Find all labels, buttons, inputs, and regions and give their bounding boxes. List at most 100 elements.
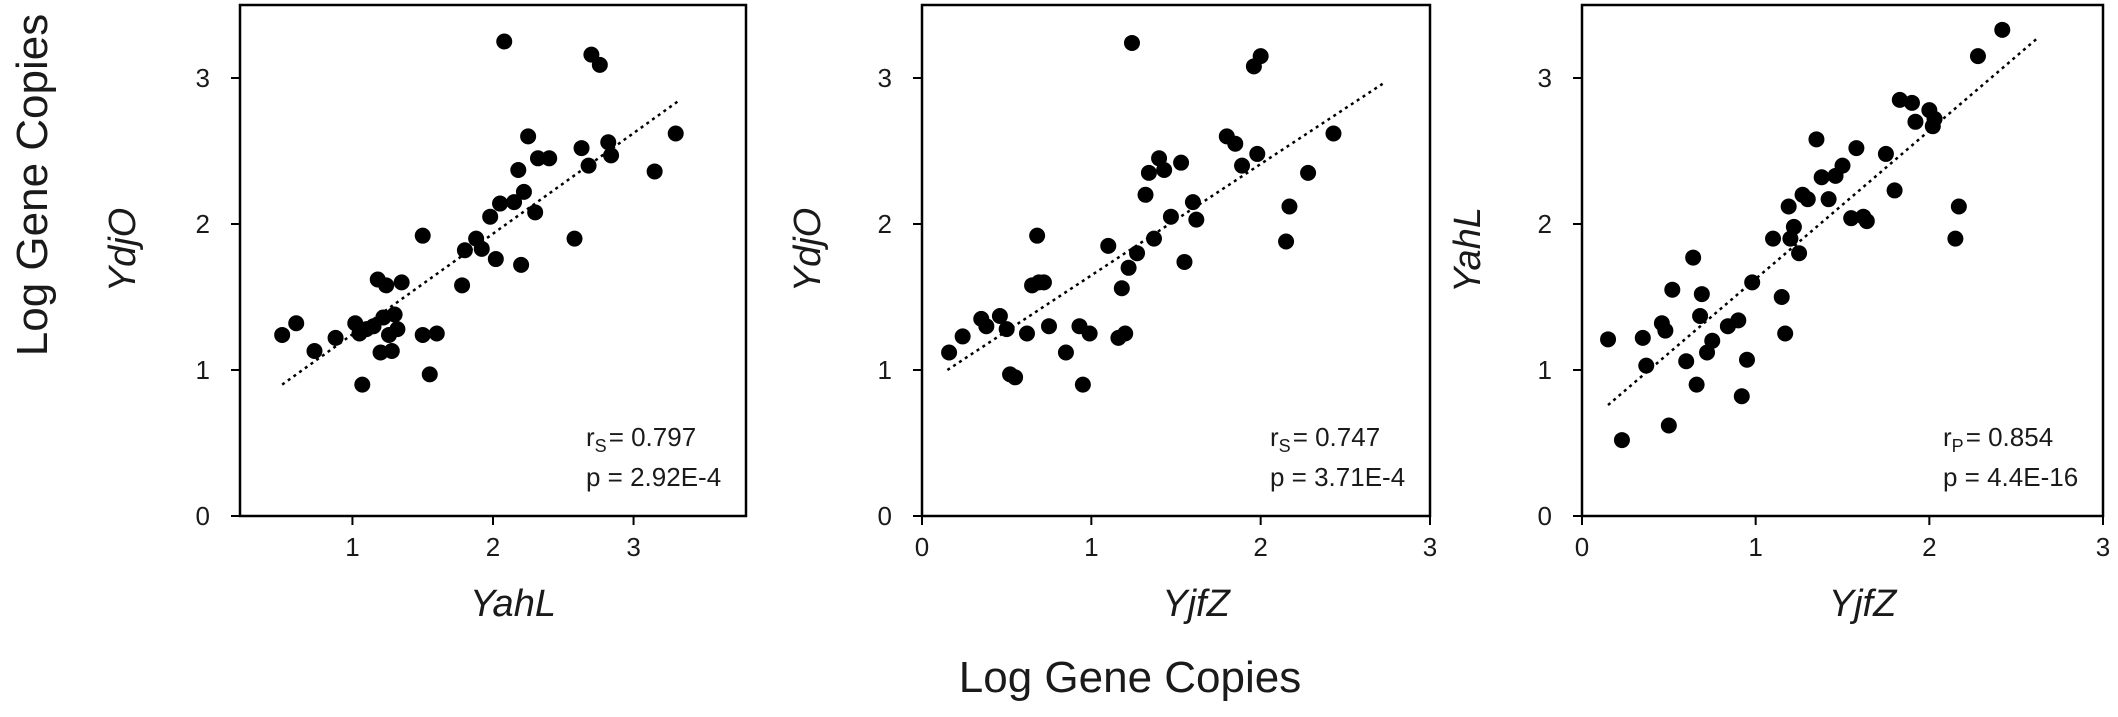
y-tick-label: 1: [196, 355, 210, 385]
stat-subscript: S: [595, 436, 607, 456]
x-tick-label: 1: [345, 532, 359, 562]
data-point: [386, 306, 403, 323]
data-point: [1041, 318, 1057, 335]
data-point: [428, 325, 445, 342]
data-point: [529, 150, 546, 167]
data-point: [1820, 191, 1837, 208]
data-point: [1613, 432, 1630, 449]
data-point: [1184, 194, 1201, 211]
data-point: [1688, 376, 1705, 393]
data-point: [1162, 208, 1179, 225]
x-tick-label: 2: [1253, 532, 1267, 562]
data-point: [327, 329, 344, 346]
data-point: [1886, 182, 1903, 199]
data-point: [573, 140, 590, 157]
stat-subscript: S: [1279, 436, 1291, 456]
data-point: [1234, 157, 1251, 174]
data-point: [941, 344, 958, 361]
data-point: [591, 56, 608, 73]
stat-symbol: r: [586, 422, 595, 452]
data-point: [1325, 125, 1342, 142]
data-point: [1926, 110, 1943, 127]
data-point: [1035, 274, 1052, 291]
data-point: [1660, 417, 1677, 434]
data-point: [1657, 322, 1674, 339]
y-tick-label: 0: [1538, 501, 1552, 531]
data-point: [541, 150, 558, 167]
trend-line: [1607, 37, 2038, 406]
data-point: [513, 256, 530, 273]
data-point: [1813, 169, 1830, 186]
data-point: [1057, 344, 1074, 361]
data-point: [393, 274, 410, 291]
data-point: [1843, 210, 1860, 227]
data-point: [1140, 164, 1157, 181]
data-point: [1780, 198, 1797, 215]
data-point: [1129, 245, 1146, 262]
data-point: [421, 366, 438, 383]
p-value: p = 2.92E-4: [586, 462, 721, 492]
data-point: [667, 125, 684, 142]
stat-value: = 0.797: [609, 422, 696, 452]
y-tick-label: 1: [878, 355, 892, 385]
data-point: [1834, 157, 1851, 174]
data-point: [1744, 274, 1761, 291]
data-point: [1733, 388, 1750, 405]
data-point: [389, 321, 406, 338]
y-tick-label: 3: [878, 63, 892, 93]
data-point: [354, 376, 371, 393]
data-point: [1765, 230, 1782, 247]
data-point: [1947, 230, 1964, 247]
data-point: [1638, 357, 1655, 374]
data-point: [456, 242, 473, 259]
y-tick-label: 3: [1538, 63, 1552, 93]
global-x-axis-label: Log Gene Copies: [959, 653, 1301, 702]
x-tick-label: 0: [1575, 532, 1589, 562]
data-point: [1773, 289, 1790, 305]
data-point: [414, 326, 431, 343]
stat-subscript: P: [1952, 436, 1964, 456]
data-point: [1678, 353, 1695, 370]
data-point: [1791, 245, 1808, 262]
data-point: [1777, 325, 1794, 342]
y-axis-label: YdjO: [102, 208, 144, 292]
x-tick-label: 0: [915, 532, 929, 562]
data-point: [603, 147, 620, 164]
x-axis-label: YahL: [470, 583, 556, 625]
data-point: [600, 134, 617, 151]
data-point: [978, 318, 995, 335]
data-point: [646, 163, 663, 180]
data-point: [998, 321, 1015, 338]
data-point: [1300, 164, 1317, 181]
x-tick-label: 2: [486, 532, 500, 562]
plot-frame: [920, 3, 1432, 518]
data-point: [1664, 281, 1681, 298]
correlation-stat: rP= 0.854: [1943, 422, 2053, 456]
data-point: [1950, 198, 1967, 215]
data-point: [482, 208, 499, 225]
data-point: [1249, 145, 1266, 162]
data-point: [1692, 307, 1709, 324]
data-point: [991, 307, 1008, 324]
data-point: [1145, 230, 1162, 247]
data-point: [492, 195, 509, 212]
data-point: [1738, 351, 1755, 368]
data-point: [496, 33, 513, 50]
scatter-panel-1: 1 2 3 0 1 2 3 YahL YdjO rS= 0.797 p = 2.92E-4: [102, 3, 748, 625]
data-point: [1252, 48, 1269, 65]
data-point: [1100, 237, 1117, 254]
p-value: p = 4.4E-16: [1943, 462, 2078, 492]
data-point: [274, 326, 291, 343]
data-point: [566, 230, 583, 247]
data-point: [1799, 191, 1816, 208]
data-point: [1018, 325, 1035, 342]
data-point: [1634, 329, 1651, 346]
data-point: [487, 251, 504, 268]
scatter-panel-3: 0 1 2 3 0 1 2 3 YjfZ YahL rP= 0.854 p = 4.4E-16: [1447, 3, 2110, 625]
p-value: p = 3.71E-4: [1270, 462, 1405, 492]
data-point: [1227, 135, 1244, 152]
data-point: [954, 328, 971, 345]
x-tick-label: 3: [2096, 532, 2110, 562]
x-tick-label: 3: [1423, 532, 1437, 562]
